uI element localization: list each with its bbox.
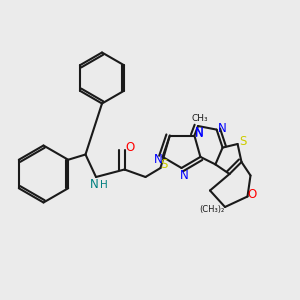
Text: N: N [218,122,226,135]
Text: O: O [125,141,134,154]
Text: H: H [100,179,107,190]
Text: N: N [194,126,203,139]
Text: N: N [90,178,99,191]
Text: S: S [239,135,247,148]
Text: N: N [194,127,203,140]
Text: N: N [154,153,163,166]
Text: S: S [160,158,168,171]
Text: N: N [179,169,188,182]
Text: CH₃: CH₃ [191,114,208,123]
Text: (CH₃)₂: (CH₃)₂ [199,205,224,214]
Text: O: O [248,188,256,202]
